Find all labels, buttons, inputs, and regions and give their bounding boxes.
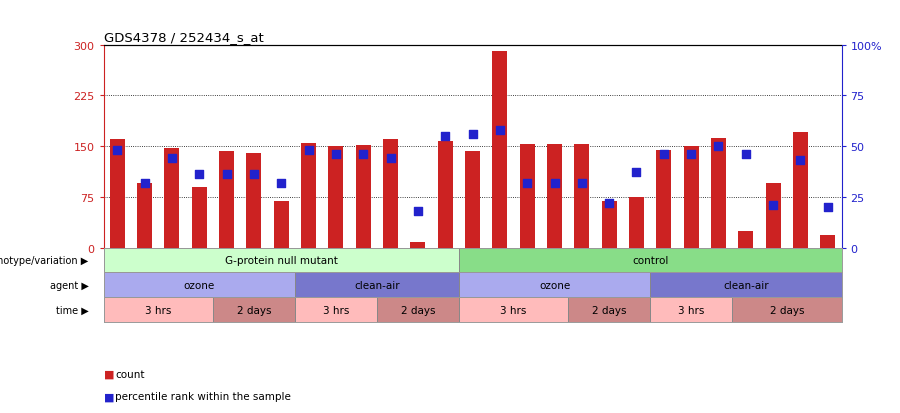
Text: 2 days: 2 days [237, 305, 271, 315]
Bar [104, 297, 212, 322]
Bar [711, 139, 726, 248]
Bar [656, 151, 671, 248]
Text: 3 hrs: 3 hrs [145, 305, 171, 315]
Bar [650, 297, 733, 322]
Bar [459, 297, 568, 322]
Bar [519, 145, 535, 248]
Text: agent ▶: agent ▶ [50, 280, 89, 290]
Text: control: control [632, 255, 669, 265]
Point [302, 147, 316, 154]
Bar [104, 273, 295, 297]
Point [821, 204, 835, 211]
Bar [247, 153, 261, 248]
Bar [733, 297, 842, 322]
Text: count: count [115, 369, 145, 379]
Point [574, 180, 589, 186]
Bar [650, 273, 842, 297]
Bar [165, 149, 179, 248]
Text: 3 hrs: 3 hrs [500, 305, 526, 315]
Bar [301, 143, 316, 248]
Point [383, 156, 398, 162]
Text: 3 hrs: 3 hrs [322, 305, 349, 315]
Text: 2 days: 2 days [592, 305, 626, 315]
Point [629, 170, 643, 176]
Point [220, 172, 234, 178]
Point [684, 152, 698, 158]
Point [793, 157, 807, 164]
Bar [459, 248, 842, 273]
Point [547, 180, 562, 186]
Bar [601, 202, 617, 248]
Bar [465, 152, 480, 248]
Bar [629, 197, 644, 248]
Bar [356, 145, 371, 248]
Text: GDS4378 / 252434_s_at: GDS4378 / 252434_s_at [104, 31, 263, 44]
Point [438, 133, 453, 140]
Text: 2 days: 2 days [770, 305, 804, 315]
Bar [328, 147, 344, 248]
Text: G-protein null mutant: G-protein null mutant [225, 255, 338, 265]
Bar [568, 297, 650, 322]
Bar [110, 140, 125, 248]
Text: clean-air: clean-air [723, 280, 769, 290]
Point [766, 202, 780, 209]
Point [192, 172, 206, 178]
Bar [295, 297, 377, 322]
Point [274, 180, 288, 186]
Text: percentile rank within the sample: percentile rank within the sample [115, 392, 291, 401]
Point [739, 152, 753, 158]
Bar [766, 184, 780, 248]
Text: clean-air: clean-air [354, 280, 400, 290]
Bar [192, 187, 207, 248]
Text: 2 days: 2 days [400, 305, 435, 315]
Text: ozone: ozone [539, 280, 570, 290]
Point [602, 200, 616, 206]
Bar [104, 248, 459, 273]
Bar [547, 145, 562, 248]
Point [657, 152, 671, 158]
Point [247, 172, 261, 178]
Bar [820, 236, 835, 248]
Bar [274, 202, 289, 248]
Bar [137, 184, 152, 248]
Bar [459, 273, 650, 297]
Point [110, 147, 124, 154]
Point [492, 127, 507, 134]
Text: 3 hrs: 3 hrs [678, 305, 705, 315]
Bar [295, 273, 459, 297]
Bar [574, 145, 590, 248]
Point [465, 131, 480, 138]
Text: ozone: ozone [184, 280, 215, 290]
Point [410, 208, 425, 215]
Point [138, 180, 152, 186]
Bar [437, 142, 453, 248]
Bar [793, 133, 808, 248]
Point [165, 156, 179, 162]
Text: genotype/variation ▶: genotype/variation ▶ [0, 255, 89, 265]
Text: ■: ■ [104, 369, 114, 379]
Point [711, 143, 725, 150]
Point [328, 152, 343, 158]
Point [356, 152, 371, 158]
Bar [377, 297, 459, 322]
Bar [212, 297, 295, 322]
Bar [684, 147, 698, 248]
Bar [492, 52, 508, 248]
Point [520, 180, 535, 186]
Text: ■: ■ [104, 392, 114, 401]
Bar [219, 152, 234, 248]
Bar [738, 231, 753, 248]
Text: time ▶: time ▶ [56, 305, 89, 315]
Bar [383, 140, 398, 248]
Bar [410, 242, 426, 248]
